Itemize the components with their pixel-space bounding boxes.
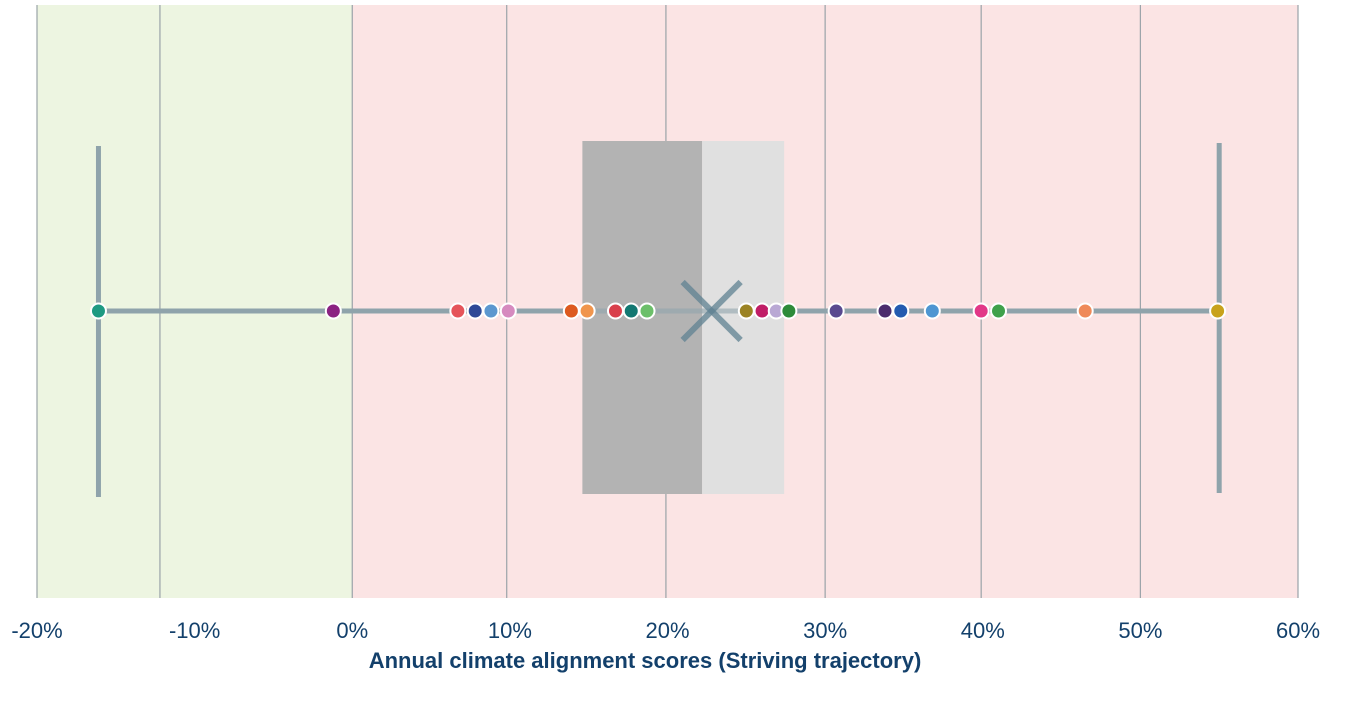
data-point-12 (753, 302, 771, 320)
x-tick-label-2: 0% (336, 618, 368, 643)
x-tick-label-7: 50% (1118, 618, 1162, 643)
x-tick-label-0: -20% (11, 618, 62, 643)
x-tick-label-5: 30% (803, 618, 847, 643)
gridlines (36, 5, 1299, 598)
x-axis-tick-labels: -20% -10% 0% 10% 20% 30% 40% 50% 60% (11, 618, 1320, 643)
x-axis-title: Annual climate alignment scores (Strivin… (369, 648, 922, 673)
data-point-21 (1076, 302, 1094, 320)
data-point-22 (1209, 302, 1227, 320)
x-tick-label-6: 40% (961, 618, 1005, 643)
data-points (89, 302, 1227, 320)
data-point-16 (876, 302, 894, 320)
data-point-18 (923, 302, 941, 320)
data-point-20 (990, 302, 1008, 320)
data-point-0 (89, 302, 107, 320)
data-point-6 (562, 302, 580, 320)
x-tick-label-8: 60% (1276, 618, 1320, 643)
mean-marker-stroke-2 (680, 279, 743, 343)
data-point-2 (449, 302, 467, 320)
data-point-8 (606, 302, 624, 320)
data-point-14 (780, 302, 798, 320)
data-point-3 (466, 302, 484, 320)
data-point-4 (482, 302, 500, 320)
mean-marker (680, 279, 743, 343)
data-point-1 (324, 302, 342, 320)
data-point-7 (578, 302, 596, 320)
data-point-19 (972, 302, 990, 320)
x-tick-label-4: 20% (645, 618, 689, 643)
data-point-11 (737, 302, 755, 320)
data-point-10 (638, 302, 656, 320)
background-region-0 (37, 5, 353, 598)
x-tick-label-1: -10% (169, 618, 220, 643)
data-point-5 (499, 302, 517, 320)
data-point-9 (622, 302, 640, 320)
x-tick-label-3: 10% (488, 618, 532, 643)
data-point-15 (827, 302, 845, 320)
data-point-17 (892, 302, 910, 320)
